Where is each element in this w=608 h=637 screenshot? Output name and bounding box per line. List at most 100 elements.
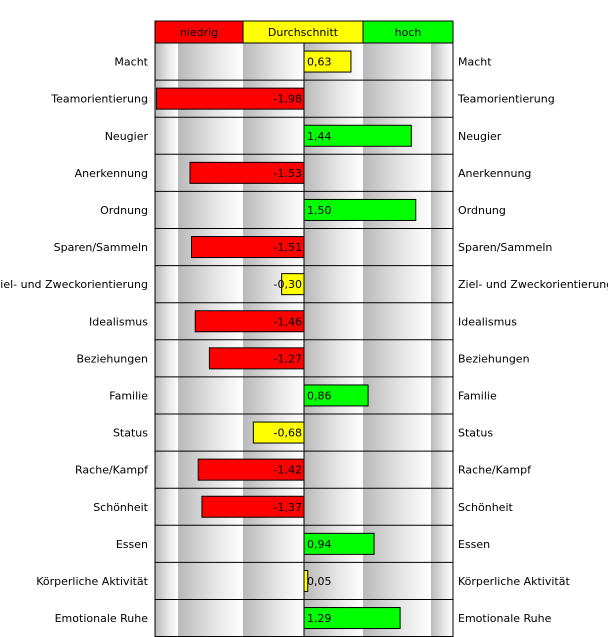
data-label: -0,30: [274, 278, 302, 291]
grid-cell: [243, 191, 304, 229]
grid-cell: [304, 451, 363, 489]
data-label: 0,05: [307, 575, 332, 588]
grid-cell: [243, 525, 304, 563]
data-label: -1,42: [274, 464, 302, 477]
grid-cell: [155, 451, 178, 489]
data-label: 0,94: [307, 538, 332, 551]
grid-cell: [431, 191, 453, 229]
data-label: -1,27: [274, 352, 302, 365]
grid-cell: [155, 117, 178, 155]
grid-cell: [178, 562, 243, 600]
grid-cell: [178, 414, 243, 452]
grid-cell: [178, 265, 243, 303]
left-labels: Macht Teamorientierung Neugier Anerkennung O…: [0, 56, 149, 625]
data-label: 0,86: [307, 389, 332, 402]
category-label-right: Sparen/Sammeln: [458, 241, 552, 254]
category-label-left: Status: [113, 427, 148, 440]
category-label-right: Teamorientierung: [457, 93, 555, 106]
grid-cell: [155, 414, 178, 452]
category-label-left: Essen: [116, 538, 148, 551]
grid-cell: [431, 117, 453, 155]
grid-cell: [431, 525, 453, 563]
grid-cell: [304, 339, 363, 377]
category-label-left: Sparen/Sammeln: [54, 241, 148, 254]
category-label-left: Ziel- und Zweckorientierung: [0, 278, 148, 291]
grid-cell: [155, 43, 178, 81]
grid-cell: [304, 265, 363, 303]
zone-label-2: hoch: [395, 26, 422, 39]
grid-cell: [431, 228, 453, 266]
grid-cell: [243, 117, 304, 155]
grid-cell: [363, 228, 431, 266]
plot-area: 0,63 -1,98 1,44 -1,53 1,50 -1,51 -0,30 -1,46 -1,…: [154, 20, 454, 637]
category-label-right: Emotionale Ruhe: [458, 612, 552, 625]
grid-cell: [363, 265, 431, 303]
grid-cell: [155, 599, 178, 637]
category-label-left: Familie: [109, 389, 148, 402]
zone-label-0: niedrig: [180, 26, 218, 39]
grid-cell: [304, 562, 363, 600]
grid-cell: [431, 80, 453, 118]
grid-cell: [178, 525, 243, 563]
grid-cell: [363, 562, 431, 600]
category-label-right: Familie: [458, 389, 497, 402]
grid-cell: [155, 154, 178, 192]
grid-cell: [363, 414, 431, 452]
grid-cell: [243, 599, 304, 637]
grid-cell: [155, 191, 178, 229]
category-label-right: Idealismus: [458, 315, 517, 328]
grid-cell: [155, 302, 178, 340]
data-label: 0,63: [307, 56, 332, 69]
grid-cell: [178, 117, 243, 155]
grid-cell: [431, 339, 453, 377]
grid-cell: [155, 562, 178, 600]
category-label-left: Rache/Kampf: [75, 464, 149, 477]
grid-cell: [363, 302, 431, 340]
grid-cell: [363, 80, 431, 118]
data-label: -1,37: [274, 501, 302, 514]
category-label-right: Macht: [458, 56, 492, 69]
grid-cell: [431, 265, 453, 303]
data-label: -1,53: [274, 167, 302, 180]
grid-cell: [243, 43, 304, 81]
category-label-right: Status: [458, 427, 493, 440]
grid-cell: [155, 488, 178, 526]
grid-cell: [363, 43, 431, 81]
category-label-left: Anerkennung: [75, 167, 148, 180]
grid-cell: [155, 339, 178, 377]
grid-cell: [304, 154, 363, 192]
category-label-right: Beziehungen: [458, 352, 530, 365]
grid-cell: [363, 339, 431, 377]
data-label: -1,98: [274, 93, 302, 106]
grid-cell: [431, 376, 453, 414]
data-label: 1,29: [307, 612, 332, 625]
grid-cell: [178, 376, 243, 414]
grid-cell: [363, 451, 431, 489]
category-label-left: Ordnung: [100, 204, 148, 217]
zone-label-1: Durchschnitt: [268, 26, 339, 39]
category-label-right: Schönheit: [458, 501, 513, 514]
grid-cell: [431, 451, 453, 489]
category-label-right: Ordnung: [458, 204, 506, 217]
category-label-right: Neugier: [458, 130, 502, 143]
category-label-left: Emotionale Ruhe: [55, 612, 149, 625]
category-label-left: Macht: [114, 56, 148, 69]
grid-cell: [431, 599, 453, 637]
data-label: -1,51: [274, 241, 302, 254]
grid-cell: [178, 599, 243, 637]
grid-cell: [304, 414, 363, 452]
grid-cell: [363, 376, 431, 414]
category-label-right: Ziel- und Zweckorientierung: [458, 278, 608, 291]
grid-cell: [431, 302, 453, 340]
category-label-left: Teamorientierung: [50, 93, 148, 106]
grid-cell: [431, 488, 453, 526]
grid-cell: [431, 414, 453, 452]
category-label-left: Idealismus: [89, 315, 148, 328]
category-label-left: Schönheit: [93, 501, 148, 514]
grid-cell: [304, 228, 363, 266]
grid-cell: [243, 562, 304, 600]
category-label-left: Neugier: [105, 130, 149, 143]
category-label-right: Körperliche Aktivität: [458, 575, 570, 588]
grid-cell: [155, 228, 178, 266]
